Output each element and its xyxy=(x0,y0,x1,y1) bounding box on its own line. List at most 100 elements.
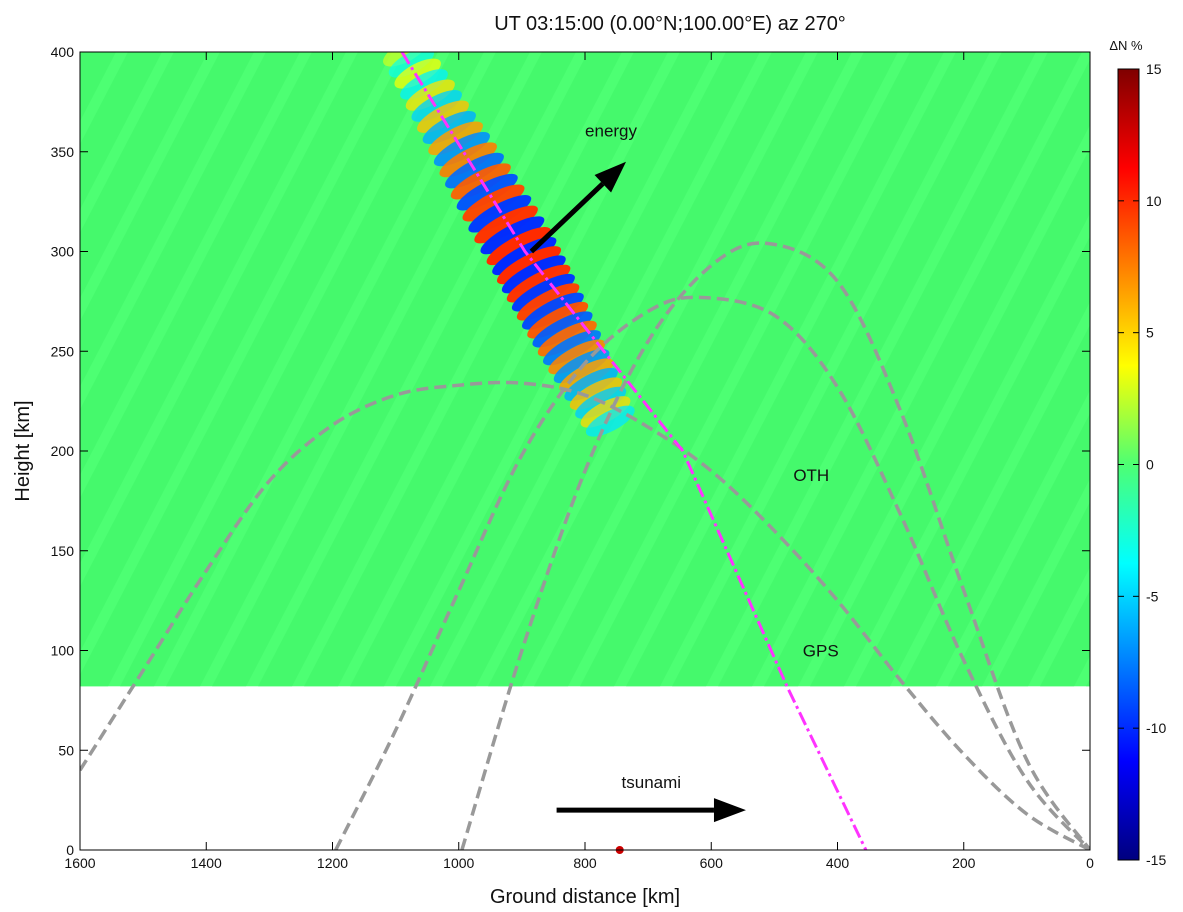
x-axis-label: Ground distance [km] xyxy=(490,886,680,908)
wave-lobe xyxy=(548,339,606,375)
y-tick-label: 50 xyxy=(58,742,74,758)
colorbar-tick-label: 0 xyxy=(1146,457,1154,473)
ray-paths xyxy=(80,52,1090,850)
y-tick-label: 350 xyxy=(51,144,75,160)
wave-lobe xyxy=(394,58,441,89)
wave-lobe xyxy=(580,396,631,428)
field-stripe xyxy=(80,52,438,687)
energy-arrowhead xyxy=(594,161,627,193)
wave-lobe xyxy=(501,255,566,294)
colorbar-tick-label: -15 xyxy=(1146,852,1166,868)
wave-lobe xyxy=(516,283,580,321)
plot-area: energy tsunami OTH GPS xyxy=(0,51,1091,854)
density-field xyxy=(0,52,1090,687)
x-tick-label: 800 xyxy=(573,855,597,871)
field-stripe xyxy=(80,52,162,210)
wave-lobe xyxy=(433,131,490,167)
colorbar-ticks: 15 10 5 0 -5 -10 -15 xyxy=(1118,61,1166,868)
wave-lobe xyxy=(511,273,575,312)
wave-lobe xyxy=(411,90,462,122)
tsunami-arrowhead xyxy=(713,798,746,823)
oth-label: OTH xyxy=(793,466,829,485)
wave-lobe xyxy=(543,330,601,366)
field-stripe xyxy=(0,52,24,686)
wave-lobe xyxy=(496,246,562,285)
x-axis: 1600 1400 1200 1000 800 600 400 200 0 xyxy=(64,52,1094,871)
field-stripe xyxy=(626,52,990,687)
wave-packet xyxy=(383,52,635,437)
oth-ray-3 xyxy=(460,241,1090,850)
oth-ray-1 xyxy=(80,380,1090,850)
wave-lobe xyxy=(521,292,584,330)
x-tick-label: 400 xyxy=(826,855,850,871)
colorbar-tick-label: -10 xyxy=(1146,720,1166,736)
wave-lobe xyxy=(405,79,455,111)
oth-rays xyxy=(80,241,1090,850)
wave-lobe xyxy=(559,358,614,392)
field-stripe xyxy=(120,52,484,687)
y-tick-label: 300 xyxy=(51,244,75,260)
wave-lobe xyxy=(506,264,571,303)
field-stripe xyxy=(1086,678,1090,687)
wave-lobe xyxy=(492,237,557,276)
field-stripe xyxy=(534,52,898,687)
field-stripe xyxy=(80,52,300,475)
x-tick-label: 0 xyxy=(1086,855,1094,871)
field-stripe xyxy=(488,52,852,687)
field-stripe xyxy=(442,52,806,687)
field-stripe xyxy=(80,52,392,652)
wave-lobe xyxy=(474,205,538,244)
wave-lobe xyxy=(585,405,635,437)
field-stripe xyxy=(672,52,1036,687)
field-stripe xyxy=(80,52,254,387)
colorbar-label: ΔN % xyxy=(1109,38,1143,53)
wave-lobe xyxy=(537,320,597,357)
tsunami-label: tsunami xyxy=(622,773,682,792)
y-tick-label: 250 xyxy=(51,343,75,359)
y-axis: 0 50 100 150 200 250 300 350 400 xyxy=(51,44,1090,858)
wave-lobe xyxy=(388,52,435,78)
x-tick-label: 1400 xyxy=(191,855,222,871)
field-stripe xyxy=(580,52,944,687)
wave-lobe xyxy=(468,195,532,233)
field-stripe xyxy=(80,52,346,564)
wave-lobe xyxy=(532,311,593,348)
field-stripe xyxy=(350,52,714,687)
y-axis-label: Height [km] xyxy=(12,400,34,501)
field-stripe xyxy=(718,52,1082,687)
colorbar-tick-label: 15 xyxy=(1146,61,1162,77)
field-stripe xyxy=(856,236,1090,687)
background-stripes xyxy=(0,52,1090,687)
wave-lobe xyxy=(422,110,476,145)
y-tick-label: 200 xyxy=(51,443,75,459)
field-stripe xyxy=(994,501,1090,687)
x-tick-label: 200 xyxy=(952,855,976,871)
y-tick-label: 150 xyxy=(51,543,75,559)
y-tick-label: 0 xyxy=(66,842,74,858)
gps-ray xyxy=(400,52,868,850)
wave-lobe xyxy=(456,173,518,211)
y-tick-label: 400 xyxy=(51,44,75,60)
wave-lobe xyxy=(569,377,623,410)
wave-lobe xyxy=(383,52,428,67)
colorbar-tick-label: 5 xyxy=(1146,325,1154,341)
colorbar-tick-label: -5 xyxy=(1146,588,1159,604)
energy-arrow xyxy=(529,181,605,254)
x-tick-label: 1000 xyxy=(443,855,474,871)
x-tick-label: 600 xyxy=(700,855,724,871)
field-stripe xyxy=(948,413,1090,687)
energy-label: energy xyxy=(585,122,637,141)
colorbar-tick-label: 10 xyxy=(1146,193,1162,209)
field-stripe xyxy=(80,52,116,122)
chart-title: UT 03:15:00 (0.00°N;100.00°E) az 270° xyxy=(494,13,846,35)
field-stripe xyxy=(810,148,1090,687)
wave-lobe xyxy=(486,227,551,266)
field-stripe xyxy=(1040,590,1090,687)
colorbar: ΔN % 15 10 5 0 -5 -10 -15 xyxy=(1109,38,1166,868)
y-tick-label: 100 xyxy=(51,643,75,659)
wave-lobe xyxy=(445,152,504,189)
field-stripe xyxy=(80,52,208,299)
arrows xyxy=(529,161,746,823)
field-stripe xyxy=(764,59,1090,687)
